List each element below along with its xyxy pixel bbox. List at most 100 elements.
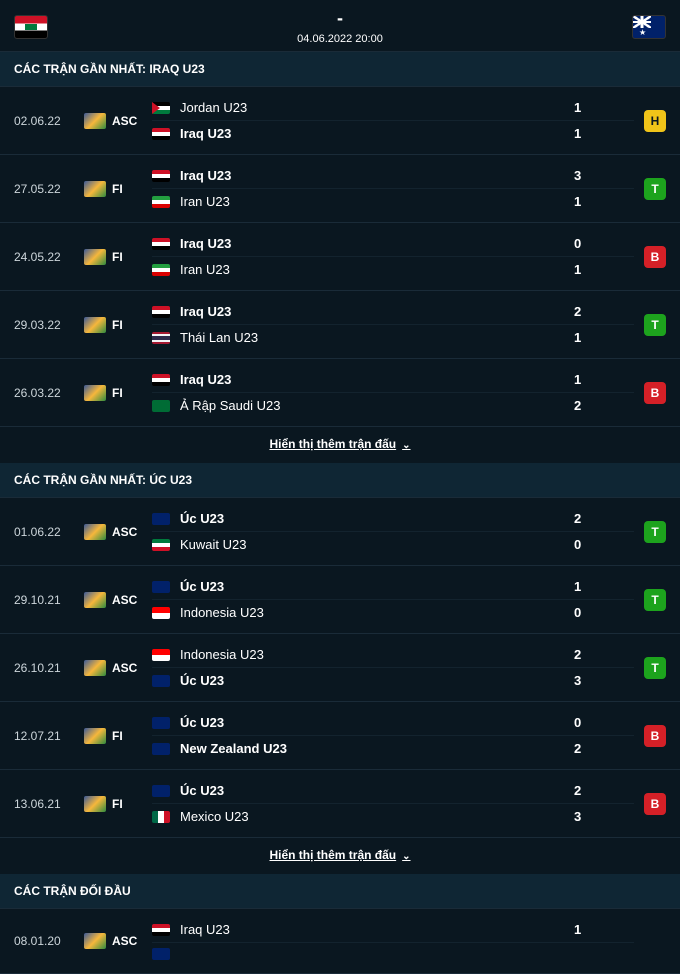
team-score-home: 0 bbox=[574, 715, 634, 730]
team-flag-icon bbox=[152, 717, 170, 729]
show-more-aus[interactable]: Hiển thị thêm trận đấu ⌄ bbox=[0, 838, 680, 874]
match-row[interactable]: 24.05.22 FI Iraq U23 0 Iran U23 1 B bbox=[0, 223, 680, 291]
match-row[interactable]: 26.10.21 ASC Indonesia U23 2 Úc U23 3 T bbox=[0, 634, 680, 702]
team-flag-icon bbox=[152, 374, 170, 386]
competition-label: FI bbox=[112, 318, 152, 332]
team-name-away: Mexico U23 bbox=[180, 809, 574, 824]
team-score-home: 2 bbox=[574, 511, 634, 526]
team-flag-icon bbox=[152, 400, 170, 412]
team-score-home: 1 bbox=[574, 372, 634, 387]
match-row[interactable]: 02.06.22 ASC Jordan U23 1 Iraq U23 1 H bbox=[0, 87, 680, 155]
iraq-matches-list: 02.06.22 ASC Jordan U23 1 Iraq U23 1 H 2… bbox=[0, 87, 680, 427]
team-score-away: 2 bbox=[574, 398, 634, 413]
match-date: 26.03.22 bbox=[14, 386, 84, 400]
team-line-away: Iraq U23 1 bbox=[152, 120, 634, 146]
match-header-center: - 04.06.2022 20:00 bbox=[297, 8, 383, 45]
match-date: 01.06.22 bbox=[14, 525, 84, 539]
match-row[interactable]: 26.03.22 FI Iraq U23 1 Ả Rập Saudi U23 2… bbox=[0, 359, 680, 427]
competition-flag-icon bbox=[84, 660, 106, 676]
team-flag-icon bbox=[152, 513, 170, 525]
team-name-home: Indonesia U23 bbox=[180, 647, 574, 662]
match-date: 02.06.22 bbox=[14, 114, 84, 128]
result-badge: T bbox=[644, 314, 666, 336]
result-badge: T bbox=[644, 657, 666, 679]
team-flag-icon bbox=[152, 196, 170, 208]
team-name-away: Indonesia U23 bbox=[180, 605, 574, 620]
match-date: 26.10.21 bbox=[14, 661, 84, 675]
chevron-down-icon: ⌄ bbox=[402, 851, 410, 862]
team-name-home: Úc U23 bbox=[180, 715, 574, 730]
team-name-away: Ả Rập Saudi U23 bbox=[180, 398, 574, 413]
competition-label: FI bbox=[112, 182, 152, 196]
competition-label: ASC bbox=[112, 525, 152, 539]
team-line-home: Úc U23 2 bbox=[152, 506, 634, 531]
team-line-away: Iran U23 1 bbox=[152, 256, 634, 282]
h2h-matches-list: 08.01.20 ASC Iraq U23 1 bbox=[0, 909, 680, 974]
competition-label: FI bbox=[112, 729, 152, 743]
team-name-away: Iraq U23 bbox=[180, 126, 574, 141]
team-score-home: 2 bbox=[574, 304, 634, 319]
competition-flag-icon bbox=[84, 796, 106, 812]
team-line-home: Iraq U23 3 bbox=[152, 163, 634, 188]
team-line-away: Iran U23 1 bbox=[152, 188, 634, 214]
team-name-home: Úc U23 bbox=[180, 511, 574, 526]
competition-label: FI bbox=[112, 797, 152, 811]
team-line-away: New Zealand U23 2 bbox=[152, 735, 634, 761]
team-line-away: Kuwait U23 0 bbox=[152, 531, 634, 557]
match-row[interactable]: 01.06.22 ASC Úc U23 2 Kuwait U23 0 T bbox=[0, 498, 680, 566]
result-badge: B bbox=[644, 382, 666, 404]
teams-column: Úc U23 2 Mexico U23 3 bbox=[152, 778, 634, 829]
match-row[interactable]: 27.05.22 FI Iraq U23 3 Iran U23 1 T bbox=[0, 155, 680, 223]
team-flag-icon bbox=[152, 539, 170, 551]
team-flag-icon bbox=[152, 743, 170, 755]
competition-label: FI bbox=[112, 386, 152, 400]
team-flag-icon bbox=[152, 581, 170, 593]
team-score-away: 1 bbox=[574, 126, 634, 141]
team-name-home: Iraq U23 bbox=[180, 922, 574, 937]
team-line-away: Thái Lan U23 1 bbox=[152, 324, 634, 350]
result-badge: B bbox=[644, 725, 666, 747]
team-name-home: Úc U23 bbox=[180, 579, 574, 594]
competition-flag-icon bbox=[84, 181, 106, 197]
team-score-away: 1 bbox=[574, 194, 634, 209]
competition-flag-icon bbox=[84, 249, 106, 265]
team-name-home: Jordan U23 bbox=[180, 100, 574, 115]
team-line-home: Iraq U23 0 bbox=[152, 231, 634, 256]
match-row[interactable]: 08.01.20 ASC Iraq U23 1 bbox=[0, 909, 680, 974]
show-more-label: Hiển thị thêm trận đấu bbox=[269, 848, 396, 862]
team-name-away: Kuwait U23 bbox=[180, 537, 574, 552]
teams-column: Jordan U23 1 Iraq U23 1 bbox=[152, 95, 634, 146]
team-score-home: 2 bbox=[574, 783, 634, 798]
team-flag-icon bbox=[152, 264, 170, 276]
team-flag-icon bbox=[152, 306, 170, 318]
match-date: 08.01.20 bbox=[14, 934, 84, 948]
team-score-home: 0 bbox=[574, 236, 634, 251]
teams-column: Iraq U23 1 Ả Rập Saudi U23 2 bbox=[152, 367, 634, 418]
section-header-recent-iraq: CÁC TRẬN GẦN NHẤT: IRAQ U23 bbox=[0, 52, 680, 87]
teams-column: Indonesia U23 2 Úc U23 3 bbox=[152, 642, 634, 693]
show-more-iraq[interactable]: Hiển thị thêm trận đấu⌄ bbox=[0, 427, 680, 463]
competition-flag-icon bbox=[84, 592, 106, 608]
match-row[interactable]: 12.07.21 FI Úc U23 0 New Zealand U23 2 B bbox=[0, 702, 680, 770]
team-line-home: Indonesia U23 2 bbox=[152, 642, 634, 667]
team-flag-icon bbox=[152, 170, 170, 182]
team-score-home: 1 bbox=[574, 100, 634, 115]
teams-column: Iraq U23 1 bbox=[152, 917, 634, 965]
team-score-away: 1 bbox=[574, 330, 634, 345]
team-line-home: Úc U23 0 bbox=[152, 710, 634, 735]
match-row[interactable]: 29.10.21 ASC Úc U23 1 Indonesia U23 0 T bbox=[0, 566, 680, 634]
teams-column: Úc U23 0 New Zealand U23 2 bbox=[152, 710, 634, 761]
team-flag-icon bbox=[152, 811, 170, 823]
home-team-flag-iraq bbox=[14, 15, 48, 39]
match-row[interactable]: 29.03.22 FI Iraq U23 2 Thái Lan U23 1 T bbox=[0, 291, 680, 359]
result-badge: B bbox=[644, 246, 666, 268]
team-name-away: New Zealand U23 bbox=[180, 741, 574, 756]
team-score-home: 2 bbox=[574, 647, 634, 662]
result-badge: T bbox=[644, 589, 666, 611]
team-name-away: Iran U23 bbox=[180, 262, 574, 277]
teams-column: Iraq U23 0 Iran U23 1 bbox=[152, 231, 634, 282]
team-flag-icon bbox=[152, 675, 170, 687]
competition-flag-icon bbox=[84, 113, 106, 129]
team-line-home: Jordan U23 1 bbox=[152, 95, 634, 120]
match-row[interactable]: 13.06.21 FI Úc U23 2 Mexico U23 3 B bbox=[0, 770, 680, 838]
